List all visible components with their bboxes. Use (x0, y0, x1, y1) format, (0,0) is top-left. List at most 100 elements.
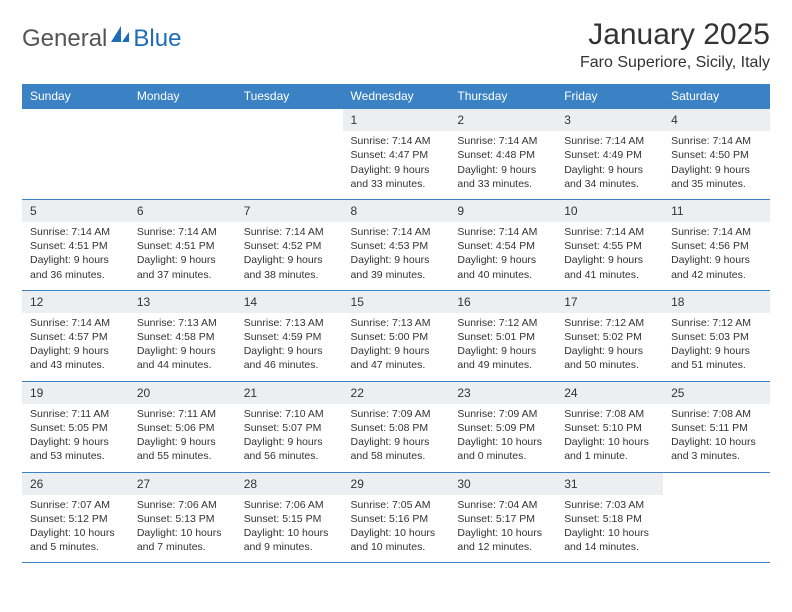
day-number: 20 (129, 382, 236, 404)
month-title: January 2025 (580, 18, 770, 52)
calendar-day-cell: 25Sunrise: 7:08 AMSunset: 5:11 PMDayligh… (663, 381, 770, 472)
day-details: Sunrise: 7:14 AMSunset: 4:53 PMDaylight:… (343, 222, 450, 290)
day-sunset: Sunset: 5:06 PM (137, 421, 228, 435)
day-daylight2: and 36 minutes. (30, 268, 121, 282)
day-details: Sunrise: 7:14 AMSunset: 4:51 PMDaylight:… (129, 222, 236, 290)
day-sunrise: Sunrise: 7:14 AM (457, 134, 548, 148)
day-sunrise: Sunrise: 7:12 AM (671, 316, 762, 330)
calendar-day-cell: 1Sunrise: 7:14 AMSunset: 4:47 PMDaylight… (343, 109, 450, 200)
day-daylight2: and 35 minutes. (671, 177, 762, 191)
day-number: 31 (556, 473, 663, 495)
day-details: Sunrise: 7:06 AMSunset: 5:15 PMDaylight:… (236, 495, 343, 563)
day-daylight1: Daylight: 10 hours (564, 435, 655, 449)
day-daylight2: and 51 minutes. (671, 358, 762, 372)
day-number: 5 (22, 200, 129, 222)
day-header: Friday (556, 84, 663, 109)
day-sunrise: Sunrise: 7:06 AM (137, 498, 228, 512)
day-sunrise: Sunrise: 7:13 AM (351, 316, 442, 330)
day-sunset: Sunset: 5:13 PM (137, 512, 228, 526)
day-header-row: Sunday Monday Tuesday Wednesday Thursday… (22, 84, 770, 109)
day-sunrise: Sunrise: 7:05 AM (351, 498, 442, 512)
day-daylight1: Daylight: 9 hours (351, 344, 442, 358)
calendar-day-cell: 7Sunrise: 7:14 AMSunset: 4:52 PMDaylight… (236, 199, 343, 290)
day-sunrise: Sunrise: 7:12 AM (457, 316, 548, 330)
day-header: Monday (129, 84, 236, 109)
calendar-day-cell: 21Sunrise: 7:10 AMSunset: 5:07 PMDayligh… (236, 381, 343, 472)
day-sunset: Sunset: 5:01 PM (457, 330, 548, 344)
day-daylight1: Daylight: 9 hours (30, 344, 121, 358)
day-number: 23 (449, 382, 556, 404)
day-details: Sunrise: 7:13 AMSunset: 4:58 PMDaylight:… (129, 313, 236, 381)
calendar-day-cell (129, 109, 236, 200)
day-sunset: Sunset: 5:16 PM (351, 512, 442, 526)
day-sunrise: Sunrise: 7:14 AM (30, 316, 121, 330)
day-sunset: Sunset: 4:58 PM (137, 330, 228, 344)
day-daylight2: and 42 minutes. (671, 268, 762, 282)
day-number: 18 (663, 291, 770, 313)
day-number: 16 (449, 291, 556, 313)
day-number: 4 (663, 109, 770, 131)
day-sunrise: Sunrise: 7:14 AM (244, 225, 335, 239)
day-sunrise: Sunrise: 7:03 AM (564, 498, 655, 512)
day-daylight1: Daylight: 9 hours (671, 253, 762, 267)
day-number: 19 (22, 382, 129, 404)
day-daylight2: and 5 minutes. (30, 540, 121, 554)
calendar-day-cell: 10Sunrise: 7:14 AMSunset: 4:55 PMDayligh… (556, 199, 663, 290)
day-daylight2: and 53 minutes. (30, 449, 121, 463)
calendar-day-cell: 23 Sunrise: 7:09 AMSunset: 5:09 PMDayligh… (449, 381, 556, 472)
day-number: 10 (556, 200, 663, 222)
day-daylight1: Daylight: 10 hours (457, 526, 548, 540)
day-details: Sunrise: 7:12 AMSunset: 5:03 PMDaylight:… (663, 313, 770, 381)
day-sunrise: Sunrise: 7:08 AM (564, 407, 655, 421)
day-header: Saturday (663, 84, 770, 109)
day-number: 15 (343, 291, 450, 313)
day-details: Sunrise: 7:14 AMSunset: 4:50 PMDaylight:… (663, 131, 770, 199)
day-sunrise: Sunrise: 7:14 AM (564, 225, 655, 239)
day-daylight1: Daylight: 9 hours (671, 163, 762, 177)
day-daylight1: Daylight: 9 hours (137, 344, 228, 358)
day-sunset: Sunset: 5:02 PM (564, 330, 655, 344)
day-daylight2: and 49 minutes. (457, 358, 548, 372)
day-daylight1: Daylight: 9 hours (457, 163, 548, 177)
day-sunrise: Sunrise: 7:09 AM (457, 407, 548, 421)
day-sunrise: Sunrise: 7:14 AM (457, 225, 548, 239)
day-sunrise: Sunrise: 7:10 AM (244, 407, 335, 421)
day-number: 14 (236, 291, 343, 313)
day-daylight1: Daylight: 10 hours (137, 526, 228, 540)
day-details: Sunrise: 7:12 AMSunset: 5:01 PMDaylight:… (449, 313, 556, 381)
calendar-day-cell: 30Sunrise: 7:04 AMSunset: 5:17 PMDayligh… (449, 472, 556, 563)
day-daylight2: and 3 minutes. (671, 449, 762, 463)
day-number: 25 (663, 382, 770, 404)
day-sunset: Sunset: 5:09 PM (457, 421, 548, 435)
day-sunset: Sunset: 5:18 PM (564, 512, 655, 526)
location-subtitle: Faro Superiore, Sicily, Italy (580, 54, 770, 72)
day-number: 3 (556, 109, 663, 131)
calendar-day-cell: 17Sunrise: 7:12 AMSunset: 5:02 PMDayligh… (556, 290, 663, 381)
calendar-day-cell: 5Sunrise: 7:14 AMSunset: 4:51 PMDaylight… (22, 199, 129, 290)
day-sunset: Sunset: 4:53 PM (351, 239, 442, 253)
day-number: 29 (343, 473, 450, 495)
day-sunset: Sunset: 4:56 PM (671, 239, 762, 253)
calendar-day-cell: 3Sunrise: 7:14 AMSunset: 4:49 PMDaylight… (556, 109, 663, 200)
day-sunset: Sunset: 5:07 PM (244, 421, 335, 435)
day-details: Sunrise: 7:13 AMSunset: 4:59 PMDaylight:… (236, 313, 343, 381)
calendar-day-cell: 26Sunrise: 7:07 AMSunset: 5:12 PMDayligh… (22, 472, 129, 563)
day-details: Sunrise: 7:14 AMSunset: 4:56 PMDaylight:… (663, 222, 770, 290)
day-header: Tuesday (236, 84, 343, 109)
day-daylight1: Daylight: 9 hours (564, 253, 655, 267)
day-daylight1: Daylight: 10 hours (457, 435, 548, 449)
day-sunrise: Sunrise: 7:11 AM (137, 407, 228, 421)
day-sunrise: Sunrise: 7:13 AM (244, 316, 335, 330)
day-number: 11 (663, 200, 770, 222)
calendar-day-cell: 6Sunrise: 7:14 AMSunset: 4:51 PMDaylight… (129, 199, 236, 290)
day-details: Sunrise: 7:07 AMSunset: 5:12 PMDaylight:… (22, 495, 129, 563)
day-daylight1: Daylight: 9 hours (351, 163, 442, 177)
day-header: Sunday (22, 84, 129, 109)
day-daylight1: Daylight: 10 hours (30, 526, 121, 540)
day-sunset: Sunset: 4:49 PM (564, 148, 655, 162)
day-sunset: Sunset: 5:11 PM (671, 421, 762, 435)
day-sunrise: Sunrise: 7:04 AM (457, 498, 548, 512)
day-number: 12 (22, 291, 129, 313)
calendar-week-row: 26Sunrise: 7:07 AMSunset: 5:12 PMDayligh… (22, 472, 770, 563)
brand-name-part1: General (22, 25, 107, 53)
